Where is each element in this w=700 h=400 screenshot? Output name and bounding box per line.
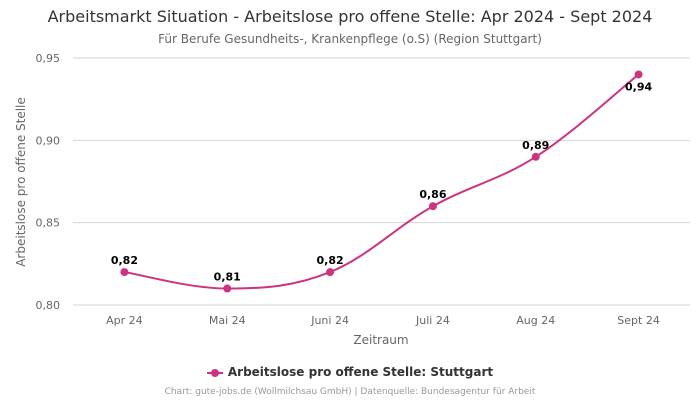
data-label: 0,86: [419, 188, 446, 201]
chart-subtitle: Für Berufe Gesundheits-, Krankenpflege (…: [158, 32, 542, 46]
data-labels: 0,82 0,81 0,82 0,86 0,89 0,94: [111, 80, 653, 283]
data-label: 0,89: [522, 139, 549, 152]
x-tick-label: Mai 24: [209, 314, 246, 327]
data-label: 0,82: [111, 254, 138, 267]
x-tick-label: Sept 24: [617, 314, 660, 327]
y-tick-label: 0,85: [36, 217, 61, 230]
data-label: 0,94: [625, 80, 652, 93]
legend-marker: [206, 368, 223, 378]
chart-credit: Chart: gute-jobs.de (Wollmilchsau GmbH) …: [164, 387, 536, 397]
x-tick-label: Juli 24: [415, 314, 450, 327]
x-axis-title: Zeitraum: [353, 333, 408, 347]
grid-lines: [73, 57, 690, 306]
data-point[interactable]: [428, 202, 437, 211]
x-tick-label: Apr 24: [106, 314, 143, 327]
legend[interactable]: Arbeitslose pro offene Stelle: Stuttgart: [0, 365, 700, 379]
data-label: 0,82: [317, 254, 344, 267]
y-tick-label: 0,95: [36, 52, 61, 65]
y-tick-label: 0,90: [36, 134, 61, 147]
y-axis-ticks: 0,80 0,85 0,90 0,95: [36, 52, 61, 312]
chart-title: Arbeitsmarkt Situation - Arbeitslose pro…: [47, 7, 653, 26]
data-label: 0,81: [214, 271, 241, 284]
data-point[interactable]: [531, 152, 540, 161]
y-tick-label: 0,80: [36, 299, 61, 312]
series-line: [124, 73, 640, 290]
data-point[interactable]: [223, 284, 232, 293]
data-point[interactable]: [634, 70, 643, 79]
x-tick-label: Aug 24: [516, 314, 555, 327]
data-point[interactable]: [326, 268, 335, 277]
data-point[interactable]: [120, 268, 129, 277]
y-axis-title: Arbeitslose pro offene Stelle: [14, 97, 28, 267]
x-axis-ticks: Apr 24 Mai 24 Juni 24 Juli 24 Aug 24 Sept 24: [106, 314, 660, 327]
x-tick-label: Juni 24: [310, 314, 349, 327]
series-layer: [120, 70, 643, 293]
legend-label: Arbeitslose pro offene Stelle: Stuttgart: [227, 365, 494, 379]
